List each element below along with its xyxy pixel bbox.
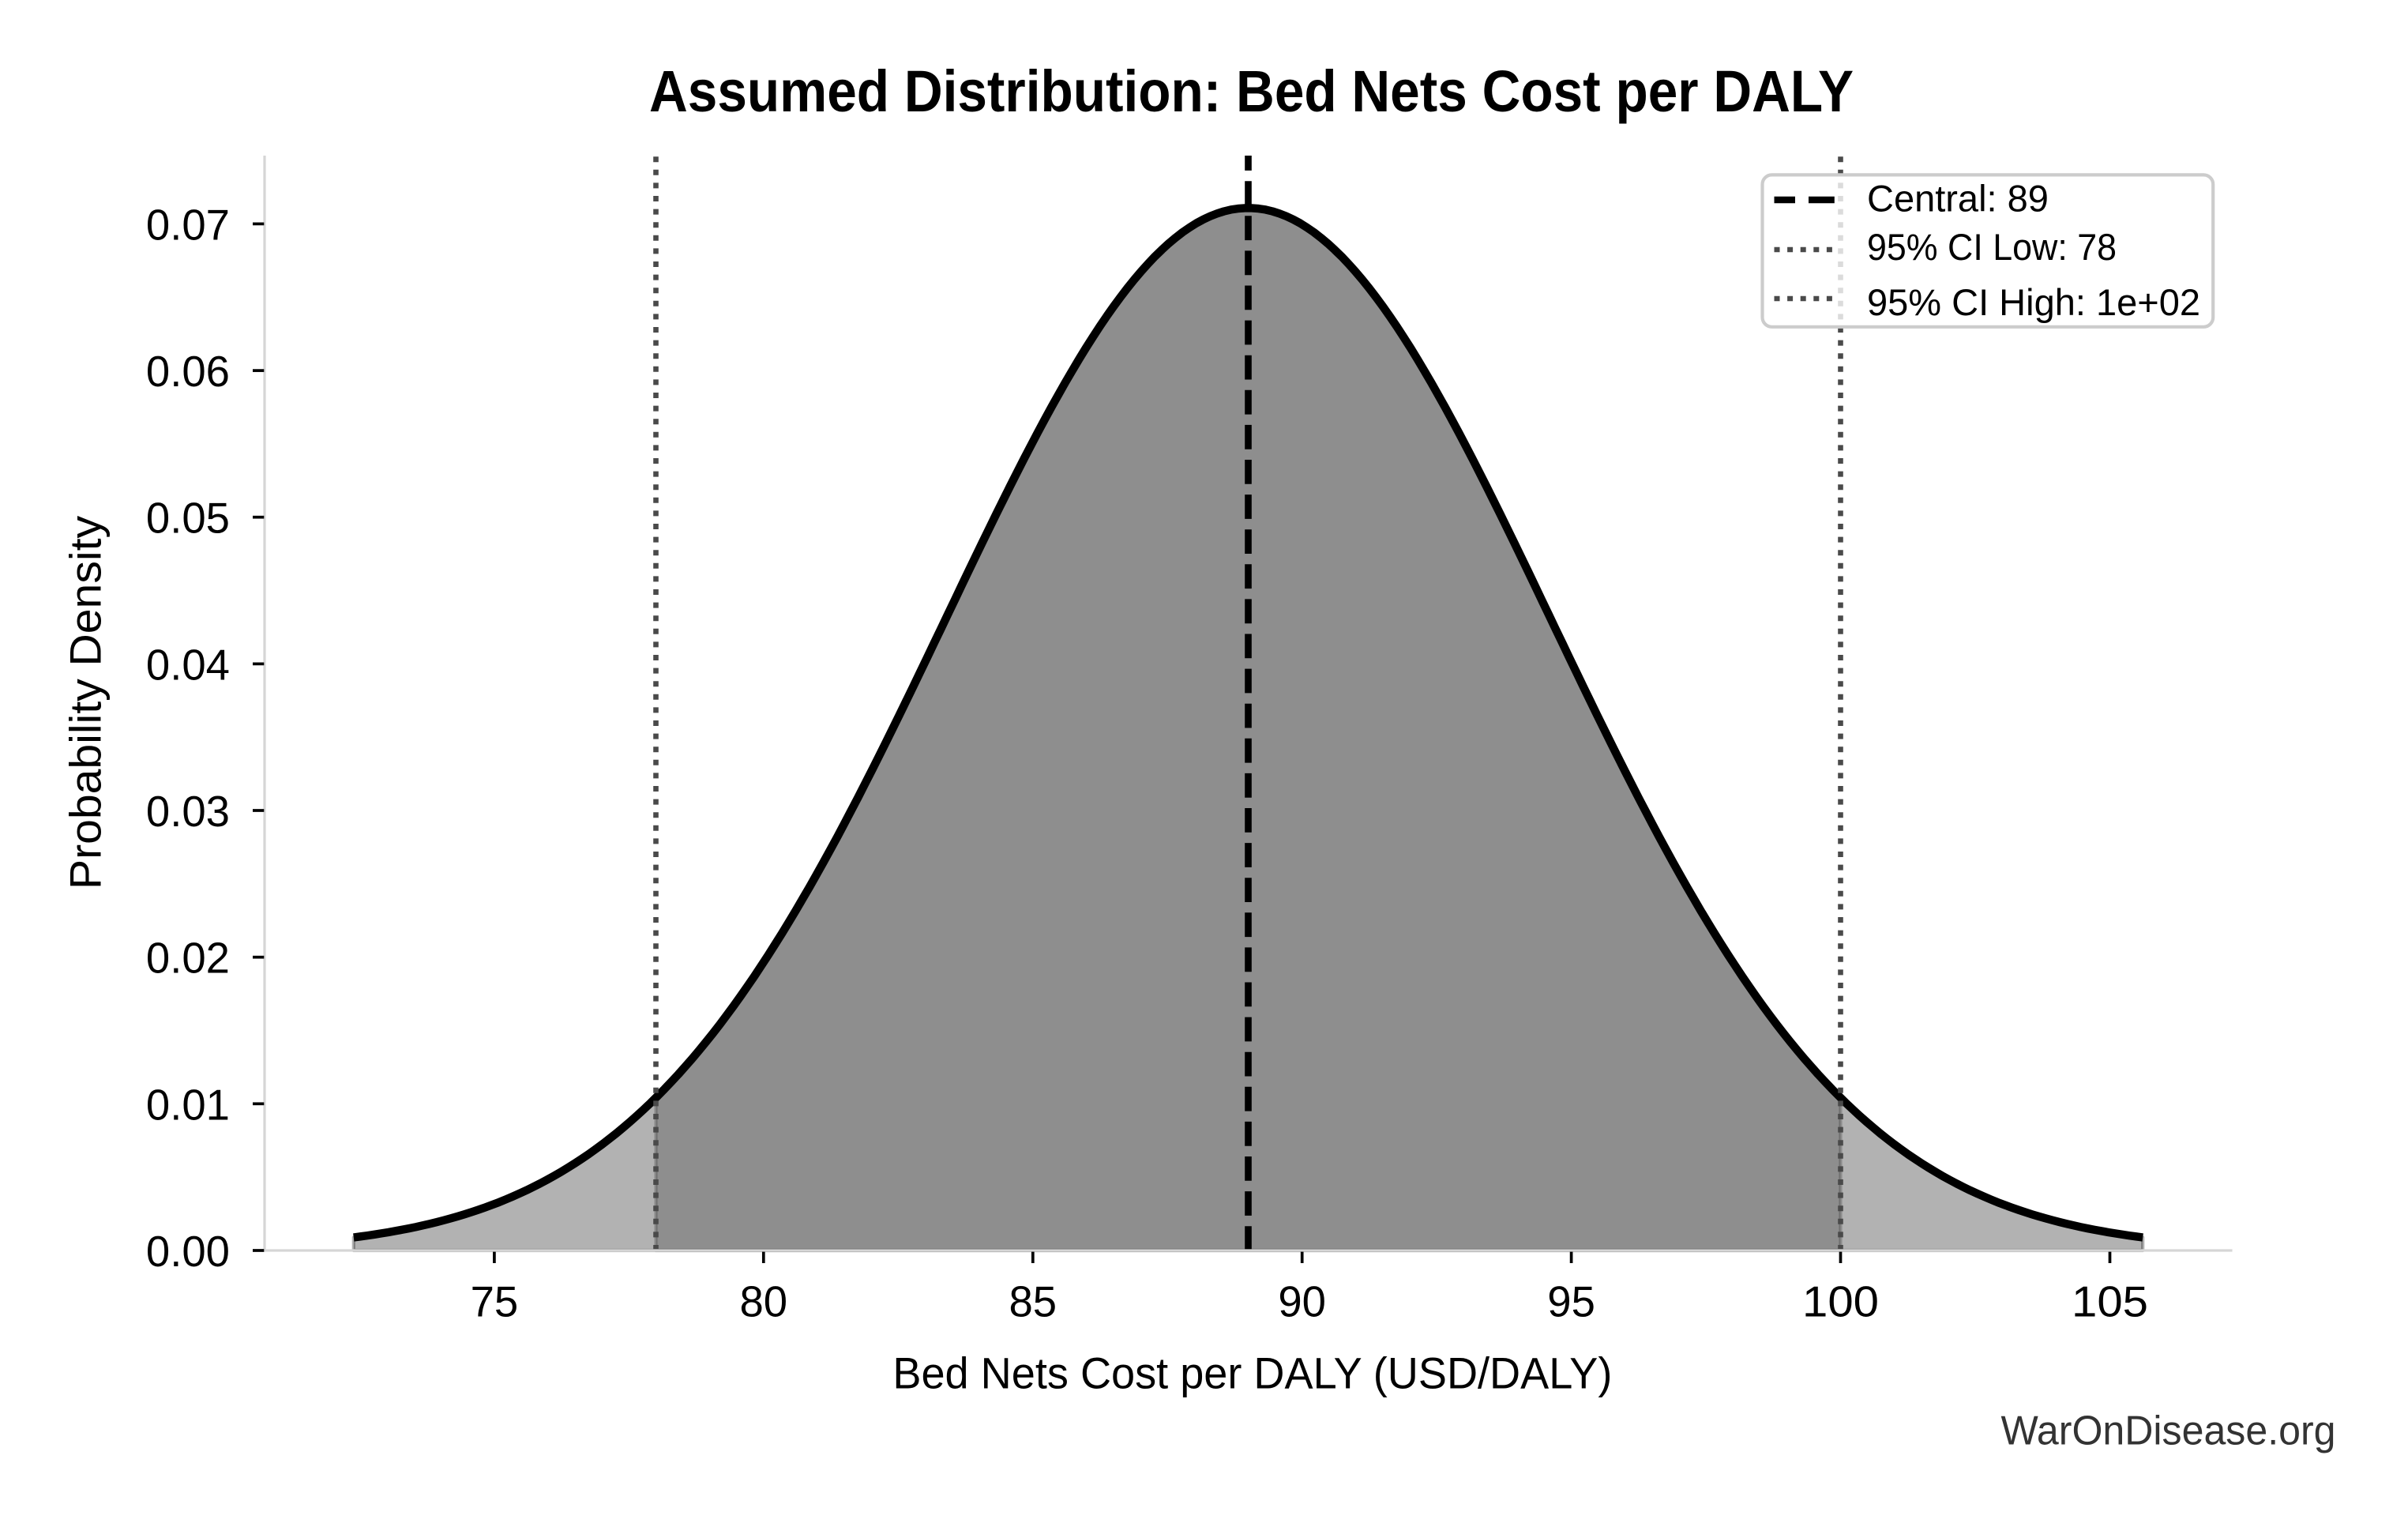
svg-text:0.06: 0.06: [146, 348, 230, 396]
svg-text:95% CI High: 1e+02: 95% CI High: 1e+02: [1867, 281, 2200, 323]
svg-text:WarOnDisease.org: WarOnDisease.org: [2001, 1408, 2336, 1454]
svg-text:Assumed Distribution: Bed Nets: Assumed Distribution: Bed Nets Cost per …: [649, 58, 1854, 124]
svg-text:0.01: 0.01: [146, 1081, 230, 1129]
svg-text:Central: 89: Central: 89: [1867, 178, 2049, 220]
svg-text:105: 105: [2072, 1278, 2148, 1326]
svg-text:80: 80: [739, 1278, 787, 1326]
svg-text:Bed Nets Cost per DALY (USD/DA: Bed Nets Cost per DALY (USD/DALY): [892, 1348, 1612, 1398]
svg-text:Probability Density: Probability Density: [61, 516, 111, 889]
svg-text:75: 75: [471, 1278, 519, 1326]
svg-text:95% CI Low: 78: 95% CI Low: 78: [1867, 226, 2117, 268]
svg-text:0.03: 0.03: [146, 788, 230, 836]
svg-text:90: 90: [1278, 1278, 1326, 1326]
svg-text:0.00: 0.00: [146, 1228, 230, 1276]
svg-text:0.05: 0.05: [146, 495, 230, 543]
svg-text:0.02: 0.02: [146, 934, 230, 983]
svg-text:85: 85: [1009, 1278, 1057, 1326]
svg-text:100: 100: [1802, 1278, 1879, 1326]
svg-text:0.04: 0.04: [146, 641, 230, 689]
svg-text:0.07: 0.07: [146, 201, 230, 249]
svg-text:95: 95: [1547, 1278, 1595, 1326]
